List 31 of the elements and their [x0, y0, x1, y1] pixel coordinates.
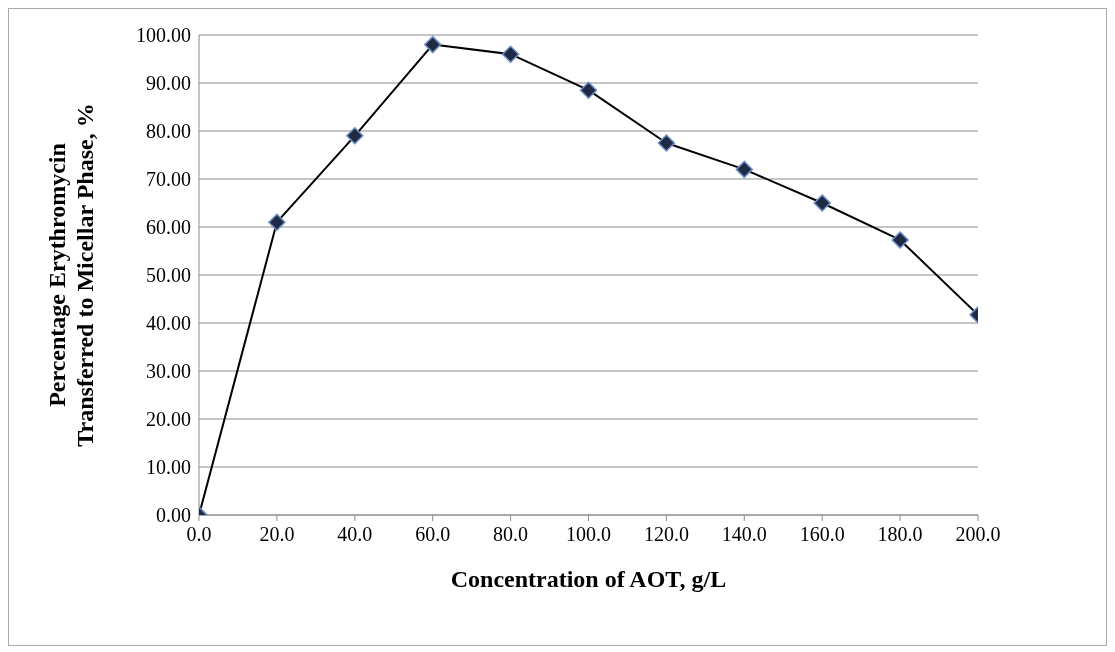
x-tick-label: 60.0: [415, 523, 451, 546]
point: [579, 81, 598, 99]
x-tick-label: 100.0: [566, 523, 611, 546]
point: [891, 231, 909, 249]
point: [346, 127, 364, 145]
y-tick-label: 40.00: [146, 312, 191, 335]
point: [813, 194, 831, 212]
x-tick-label: 80.0: [493, 523, 529, 546]
x-tick-label: 160.0: [799, 523, 845, 546]
x-tick-label: 40.0: [337, 523, 373, 546]
y-tick-label: 60.00: [146, 216, 191, 239]
x-tick-label: 140.0: [721, 523, 767, 546]
x-tick-label: 20.0: [259, 523, 295, 546]
point: [657, 134, 676, 152]
x-axis-title: Concentration of AOT, g/L: [450, 566, 727, 592]
y-tick-label: 50.00: [146, 264, 191, 287]
y-tick-label: 100.00: [136, 24, 191, 47]
y-tick-label: 90.00: [146, 72, 191, 95]
y-tick-label: 20.00: [146, 408, 191, 431]
point: [268, 213, 286, 231]
x-tick-label: 120.0: [643, 523, 689, 546]
y-tick-label: 80.00: [146, 120, 191, 143]
y-axis-title: Percentage Erythromycin Transferred to Micellar Phase, %: [44, 103, 98, 447]
point: [735, 160, 754, 179]
x-tick-label: 180.0: [877, 523, 923, 546]
point: [501, 45, 520, 63]
y-tick-label: 70.00: [146, 168, 191, 191]
point: [423, 35, 442, 54]
y-tick-label: 10.00: [146, 456, 191, 479]
x-tick-label: 200.0: [955, 523, 1001, 546]
y-tick-label: 30.00: [146, 360, 191, 383]
